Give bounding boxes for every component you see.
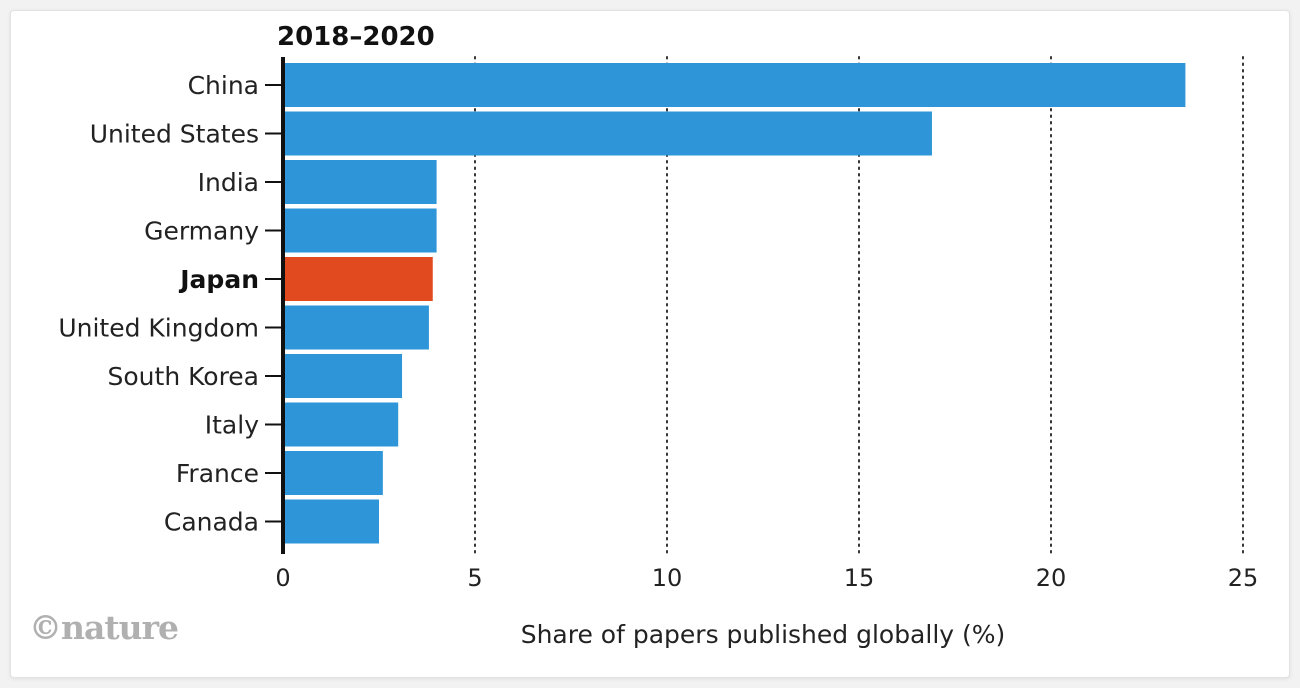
- bar-japan: [283, 257, 433, 301]
- category-label: Germany: [144, 217, 259, 246]
- x-axis-title: Share of papers published globally (%): [521, 620, 1006, 649]
- nature-logo: ©nature: [29, 608, 178, 647]
- axes: [265, 57, 285, 554]
- category-label: United States: [90, 120, 259, 149]
- x-tick-label: 0: [275, 564, 290, 592]
- labels: 0 5 10 15 20 25 China United States India Germany…: [58, 71, 1258, 592]
- chart-card: 0 5 10 15 20 25 China United States India Germany…: [10, 10, 1290, 678]
- category-label: France: [176, 459, 259, 488]
- x-tick-label: 15: [844, 564, 875, 592]
- bar-italy: [283, 402, 399, 447]
- bar-china: [283, 63, 1186, 107]
- bar-germany: [283, 208, 437, 253]
- x-tick-label: 5: [467, 564, 482, 592]
- category-label: Japan: [178, 265, 259, 294]
- x-tick-label: 20: [1036, 564, 1067, 592]
- bar-canada: [283, 499, 379, 544]
- bar-india: [283, 160, 437, 204]
- grid-lines: [474, 56, 1244, 555]
- category-label: Canada: [164, 508, 259, 537]
- bar-united-states: [283, 111, 932, 156]
- bar-chart: 0 5 10 15 20 25 China United States India Germany…: [29, 22, 1258, 649]
- category-label: India: [198, 168, 259, 197]
- bar-south-korea: [283, 354, 403, 398]
- chart-title: 2018–2020: [277, 22, 435, 52]
- x-tick-label: 10: [652, 564, 683, 592]
- category-label: South Korea: [108, 362, 259, 391]
- category-label: United Kingdom: [58, 314, 259, 343]
- bar-france: [283, 451, 383, 495]
- bar-united-kingdom: [283, 305, 429, 350]
- x-tick-label: 25: [1228, 564, 1259, 592]
- category-label: China: [188, 71, 259, 100]
- category-label: Italy: [205, 411, 259, 440]
- bars: [283, 63, 1186, 544]
